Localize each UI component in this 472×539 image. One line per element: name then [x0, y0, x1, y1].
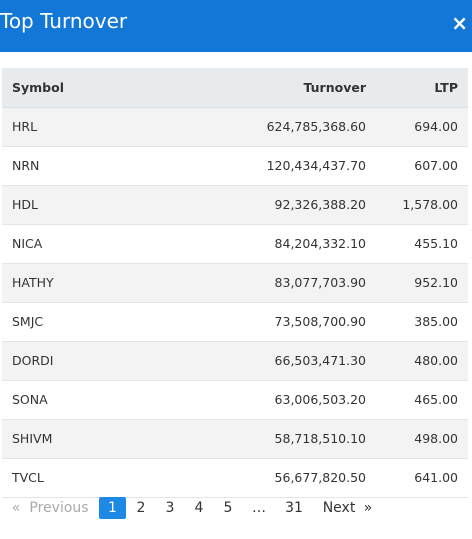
turnover-cell: 73,508,700.90: [274, 314, 366, 329]
turnover-cell: 58,718,510.10: [274, 431, 366, 446]
ltp-cell: 641.00: [414, 470, 458, 485]
page-button-3[interactable]: 3: [165, 500, 175, 516]
ltp-cell: 607.00: [414, 158, 458, 173]
turnover-cell: 84,204,332.10: [274, 236, 366, 251]
turnover-cell: 83,077,703.90: [274, 275, 366, 290]
symbol-cell[interactable]: HRL: [12, 119, 38, 134]
turnover-table: Symbol Turnover LTP HRL 624,785,368.60 6…: [2, 68, 468, 498]
table-row[interactable]: SONA 63,006,503.20 465.00: [2, 380, 468, 419]
page-button-5[interactable]: 5: [223, 500, 233, 516]
turnover-cell: 63,006,503.20: [274, 392, 366, 407]
symbol-cell[interactable]: HDL: [12, 197, 38, 212]
page-button-2[interactable]: 2: [136, 500, 146, 516]
column-header-turnover[interactable]: Turnover: [142, 68, 376, 108]
next-page-button[interactable]: Next: [322, 500, 356, 516]
turnover-cell: 120,434,437.70: [266, 158, 366, 173]
turnover-cell: 624,785,368.60: [266, 119, 366, 134]
column-header-ltp[interactable]: LTP: [376, 68, 468, 108]
turnover-cell: 66,503,471.30: [274, 353, 366, 368]
pagination-ellipsis: …: [252, 500, 266, 516]
ltp-cell: 498.00: [414, 431, 458, 446]
ltp-cell: 385.00: [414, 314, 458, 329]
first-page-arrow-icon[interactable]: «: [11, 500, 21, 516]
symbol-cell[interactable]: HATHY: [12, 275, 54, 290]
previous-page-button[interactable]: Previous: [29, 500, 89, 516]
last-page-arrow-icon[interactable]: »: [363, 500, 373, 516]
close-icon[interactable]: ×: [451, 11, 468, 35]
page-button-1[interactable]: 1: [99, 497, 126, 519]
table-row[interactable]: NICA 84,204,332.10 455.10: [2, 224, 468, 263]
table-row[interactable]: SMJC 73,508,700.90 385.00: [2, 302, 468, 341]
modal-title: Top Turnover: [0, 9, 128, 33]
page-button-31[interactable]: 31: [285, 500, 303, 516]
turnover-cell: 56,677,820.50: [274, 470, 366, 485]
modal-header: Top Turnover ×: [0, 0, 472, 52]
ltp-cell: 1,578.00: [402, 197, 458, 212]
table-row[interactable]: SHIVM 58,718,510.10 498.00: [2, 419, 468, 458]
ltp-cell: 694.00: [414, 119, 458, 134]
symbol-cell[interactable]: NRN: [12, 158, 40, 173]
ltp-cell: 952.10: [414, 275, 458, 290]
table-row[interactable]: HDL 92,326,388.20 1,578.00: [2, 185, 468, 224]
pagination: « Previous 1 2 3 4 5 … 31 Next »: [0, 497, 472, 521]
page-button-4[interactable]: 4: [194, 500, 204, 516]
table-row[interactable]: TVCL 56,677,820.50 641.00: [2, 458, 468, 497]
table-row[interactable]: NRN 120,434,437.70 607.00: [2, 146, 468, 185]
symbol-cell[interactable]: SONA: [12, 392, 48, 407]
turnover-cell: 92,326,388.20: [274, 197, 366, 212]
symbol-cell[interactable]: NICA: [12, 236, 43, 251]
symbol-cell[interactable]: DORDI: [12, 353, 54, 368]
column-header-symbol[interactable]: Symbol: [2, 68, 142, 108]
ltp-cell: 465.00: [414, 392, 458, 407]
ltp-cell: 480.00: [414, 353, 458, 368]
symbol-cell[interactable]: SHIVM: [12, 431, 53, 446]
table-row[interactable]: DORDI 66,503,471.30 480.00: [2, 341, 468, 380]
table-row[interactable]: HRL 624,785,368.60 694.00: [2, 107, 468, 146]
table-row[interactable]: HATHY 83,077,703.90 952.10: [2, 263, 468, 302]
symbol-cell[interactable]: SMJC: [12, 314, 44, 329]
ltp-cell: 455.10: [414, 236, 458, 251]
table-header-row: Symbol Turnover LTP: [2, 68, 468, 108]
symbol-cell[interactable]: TVCL: [12, 470, 44, 485]
